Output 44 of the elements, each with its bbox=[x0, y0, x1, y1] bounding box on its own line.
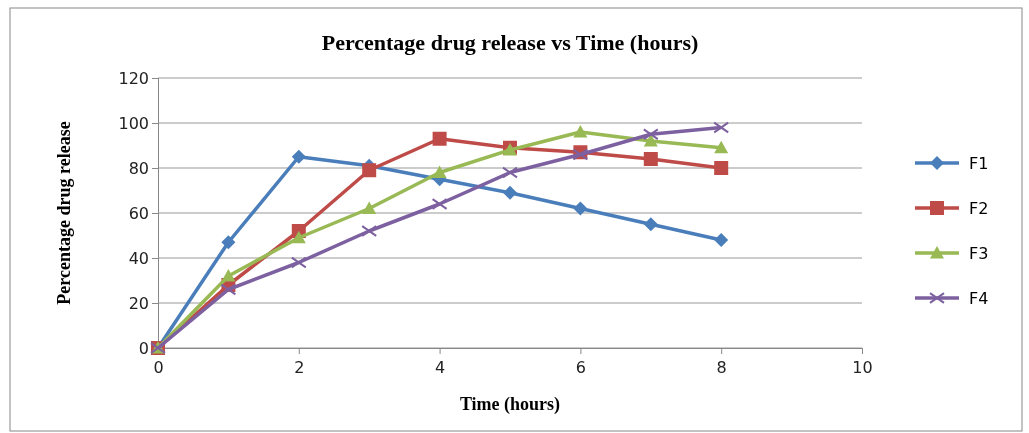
point bbox=[432, 131, 447, 146]
y-tick-label: 120 bbox=[118, 68, 149, 88]
legend-label: F1 bbox=[969, 154, 989, 173]
point bbox=[291, 149, 306, 164]
point bbox=[291, 230, 306, 244]
point bbox=[220, 283, 237, 296]
point bbox=[573, 201, 588, 216]
legend-label: F3 bbox=[969, 244, 989, 263]
point bbox=[503, 185, 517, 200]
point bbox=[290, 256, 307, 269]
y-tick-label: 80 bbox=[128, 158, 149, 178]
y-tick-label: 40 bbox=[128, 248, 149, 268]
point bbox=[643, 217, 658, 232]
x-tick-label: 4 bbox=[435, 358, 446, 377]
y-tick-label: 20 bbox=[128, 293, 149, 313]
x-axis-title: Time (hours) bbox=[459, 394, 561, 415]
y-axis-title: Percentage drug release bbox=[54, 121, 74, 305]
point bbox=[714, 140, 729, 154]
point bbox=[432, 165, 447, 179]
point bbox=[361, 225, 378, 237]
y-tick-label: 60 bbox=[128, 203, 149, 223]
point bbox=[714, 233, 729, 247]
point bbox=[362, 163, 377, 178]
point bbox=[713, 121, 730, 134]
y-tick-label: 100 bbox=[118, 113, 149, 133]
x-tick-label: 0 bbox=[153, 358, 164, 377]
point bbox=[643, 152, 658, 166]
legend-label: F4 bbox=[969, 289, 989, 308]
point bbox=[502, 166, 518, 179]
point bbox=[714, 161, 729, 175]
point bbox=[431, 198, 448, 210]
point bbox=[573, 125, 588, 138]
point bbox=[642, 128, 659, 141]
y-tick-label: 0 bbox=[138, 338, 149, 358]
point bbox=[643, 134, 658, 147]
legend-label: F2 bbox=[969, 199, 989, 218]
x-tick-label: 8 bbox=[716, 358, 727, 377]
x-tick-label: 6 bbox=[575, 358, 586, 377]
point bbox=[362, 201, 377, 215]
point bbox=[221, 235, 236, 250]
x-tick-label: 2 bbox=[294, 358, 305, 377]
point bbox=[221, 269, 236, 282]
x-tick-label: 10 bbox=[852, 358, 873, 377]
chart-title: Percentage drug release vs Time (hours) bbox=[321, 30, 699, 55]
